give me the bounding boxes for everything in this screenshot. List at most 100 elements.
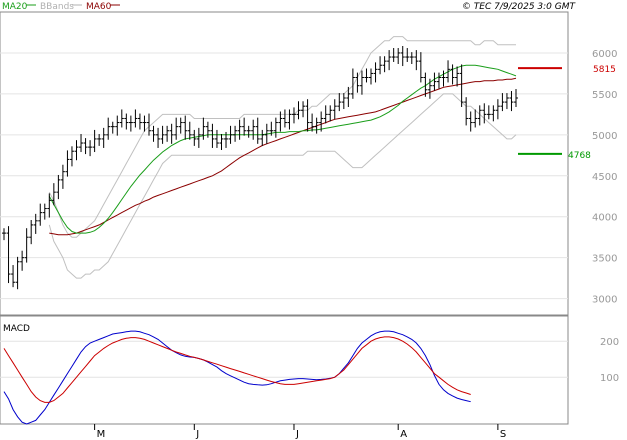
price-bar — [88, 140, 93, 157]
price-bar — [51, 183, 56, 206]
price-tick-label: 3000 — [592, 295, 617, 306]
price-bar — [242, 117, 247, 136]
macd-line — [3, 330, 471, 425]
macd-y-ticks: 100 200 — [600, 337, 619, 384]
price-tick-label: 5500 — [592, 90, 617, 101]
price-bar — [174, 117, 179, 140]
price-bar — [278, 111, 283, 132]
price-bar — [251, 119, 256, 140]
x-tick-label: J — [295, 429, 299, 440]
price-bar — [305, 99, 310, 132]
price-bar — [514, 88, 518, 107]
price-bar — [2, 228, 6, 241]
price-bar — [504, 93, 509, 110]
price-bar — [337, 93, 342, 112]
price-bar — [328, 105, 333, 122]
price-bar — [160, 125, 165, 144]
price-bar — [214, 129, 219, 148]
price-bar — [455, 66, 460, 87]
price-bar — [287, 109, 292, 130]
ma20-series — [48, 64, 517, 234]
legend-ma60-label: MA60 — [86, 2, 112, 12]
price-bar — [332, 99, 337, 120]
price-bar — [201, 117, 206, 140]
price-bar — [11, 265, 16, 288]
macd-tick-label: 100 — [600, 373, 619, 384]
price-bars — [2, 45, 518, 290]
price-bar — [29, 220, 34, 245]
price-bar — [60, 164, 65, 189]
price-bar — [359, 70, 364, 95]
price-bar — [205, 121, 210, 138]
price-bar — [414, 50, 419, 71]
price-bar — [495, 99, 500, 120]
price-bar — [137, 113, 142, 130]
price-bar — [260, 129, 265, 146]
price-bar — [156, 127, 161, 148]
price-bar — [83, 138, 88, 155]
x-tick-label: S — [500, 429, 506, 440]
price-bar — [101, 127, 106, 148]
bbands-series — [48, 36, 517, 279]
price-bar — [369, 68, 374, 85]
price-bar — [491, 105, 496, 122]
price-bar — [432, 72, 437, 91]
price-bar — [124, 113, 129, 130]
price-bar — [255, 117, 260, 144]
price-bar — [310, 113, 315, 132]
price-bar — [187, 121, 192, 140]
price-bar — [42, 203, 47, 220]
price-bar — [296, 101, 301, 120]
x-tick-label: M — [97, 429, 106, 440]
price-bar — [56, 174, 61, 200]
price-bar — [382, 56, 387, 73]
price-bar — [151, 125, 156, 142]
price-bar — [183, 115, 188, 140]
ma20-line — [48, 64, 517, 234]
price-bar — [178, 117, 183, 134]
macd-series — [3, 330, 471, 425]
price-tick-label: 3500 — [592, 254, 617, 265]
price-bar — [74, 140, 79, 161]
price-bar — [169, 123, 174, 144]
price-bar — [468, 111, 473, 132]
price-bar — [79, 134, 84, 153]
price-bar — [15, 256, 20, 290]
price-bar — [319, 111, 324, 132]
price-bar — [20, 250, 25, 271]
price-bar — [459, 64, 464, 107]
price-bar — [464, 97, 469, 126]
support-label: 4768 — [568, 151, 591, 161]
price-bar — [228, 125, 233, 144]
price-bar — [110, 121, 115, 134]
price-bar — [500, 93, 505, 112]
price-bar — [355, 72, 360, 93]
x-tick-label: A — [400, 429, 407, 440]
price-bar — [509, 91, 514, 112]
price-bar — [314, 117, 319, 134]
price-bar — [482, 103, 487, 124]
price-bar — [69, 146, 74, 167]
price-bar — [378, 56, 383, 75]
price-tick-label: 4000 — [592, 213, 617, 224]
price-bar — [196, 127, 201, 148]
resistance-label: 5815 — [593, 65, 616, 75]
price-bar — [269, 121, 274, 136]
macd-title: MACD — [3, 324, 30, 334]
price-bar — [146, 113, 151, 136]
price-panel — [0, 11, 569, 316]
price-bar — [423, 72, 428, 97]
legend: MA20 BBands MA60 — [2, 2, 120, 12]
price-bar — [486, 105, 491, 120]
price-tick-label: 5000 — [592, 131, 617, 142]
price-bar — [237, 119, 242, 140]
price-bar — [450, 64, 455, 85]
price-bar — [38, 203, 43, 226]
price-bar — [391, 48, 396, 62]
price-bar — [219, 134, 224, 150]
price-bar — [477, 105, 482, 126]
price-bar — [133, 109, 138, 128]
price-bar — [224, 131, 229, 148]
bb-lower-line — [48, 93, 517, 279]
